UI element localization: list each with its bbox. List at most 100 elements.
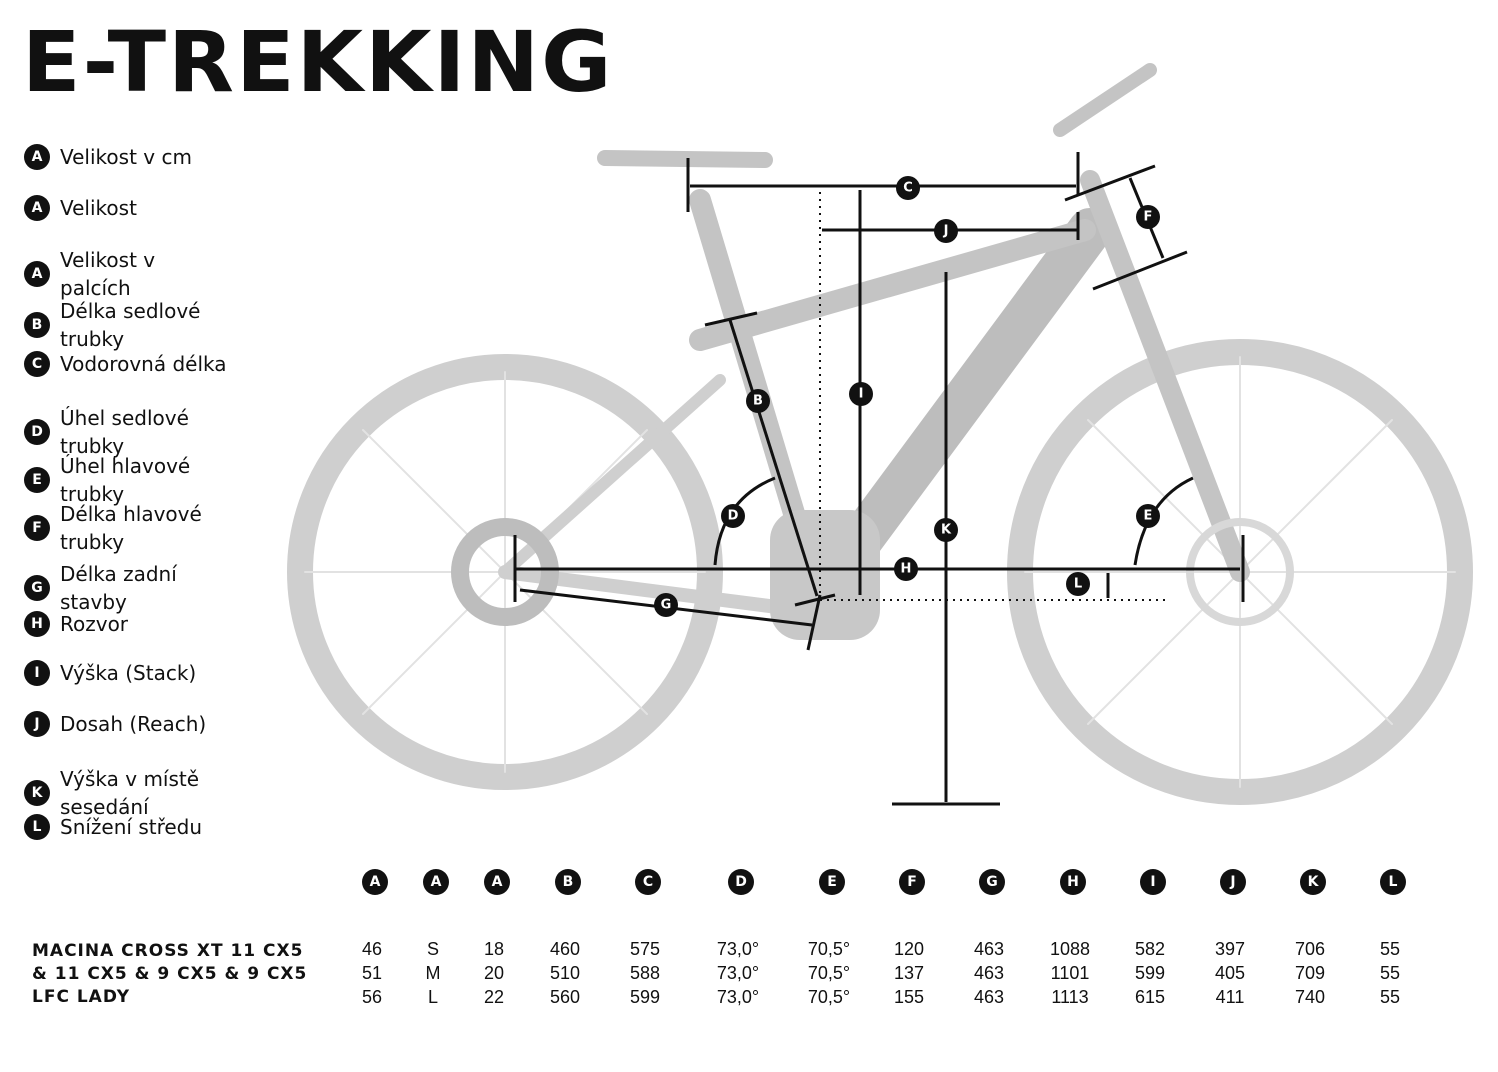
column-header: A <box>484 869 510 895</box>
svg-text:G: G <box>661 598 672 613</box>
letter-badge-icon: F <box>899 869 925 895</box>
letter-badge-icon: K <box>24 780 50 806</box>
table-cell: 709 <box>1294 963 1326 983</box>
letter-badge-icon: L <box>1380 869 1406 895</box>
legend-label: Velikost v palcích <box>60 248 156 300</box>
svg-text:I: I <box>859 387 864 402</box>
letter-badge-icon: K <box>1300 869 1326 895</box>
letter-badge-icon: I <box>24 660 50 686</box>
legend-label: Úhel sedlové trubky <box>60 406 189 458</box>
page-title: E-TREKKING <box>22 13 614 111</box>
legend-item: I Výška (Stack) <box>24 659 196 687</box>
table-cell: 599 <box>629 987 661 1007</box>
table-cell: 120 <box>893 939 925 959</box>
table-cell: 137 <box>893 963 925 983</box>
rear-wheel <box>287 354 723 790</box>
column-header: E <box>819 869 845 895</box>
legend-label: Délka sedlové trubky <box>60 299 201 351</box>
svg-text:J: J <box>943 224 949 239</box>
letter-badge-icon: C <box>24 351 50 377</box>
svg-text:D: D <box>728 509 739 524</box>
letter-badge-icon: H <box>24 611 50 637</box>
table-cell: 1101 <box>1050 963 1090 983</box>
marker-i: I <box>849 382 873 406</box>
top-tube <box>689 219 1096 351</box>
table-cell: 560 <box>549 987 581 1007</box>
bike-illustration <box>287 63 1473 805</box>
letter-badge-icon: A <box>484 869 510 895</box>
marker-l: L <box>1066 572 1090 596</box>
table-cell: 70,5° <box>807 987 851 1007</box>
marker-c: C <box>896 176 920 200</box>
table-cell: 55 <box>1379 987 1401 1007</box>
column-header: J <box>1220 869 1246 895</box>
letter-badge-icon: H <box>1060 869 1086 895</box>
table-cell: 740 <box>1294 987 1326 1007</box>
marker-k: K <box>934 518 958 542</box>
handlebar <box>1053 63 1157 137</box>
letter-badge-icon: J <box>1220 869 1246 895</box>
svg-text:L: L <box>1074 577 1082 592</box>
table-cell: 20 <box>483 963 505 983</box>
dimension-lines <box>513 152 1245 806</box>
svg-text:C: C <box>903 181 913 196</box>
legend-item: E Úhel hlavové trubky <box>24 452 230 508</box>
table-cell: 46 <box>361 939 383 959</box>
letter-badge-icon: A <box>24 195 50 221</box>
legend-label: Dosah (Reach) <box>60 712 207 736</box>
legend-label: Rozvor <box>60 612 129 636</box>
legend-item: F Délka hlavové trubky <box>24 500 230 556</box>
table-cell: 615 <box>1134 987 1166 1007</box>
table-cell: 51 <box>361 963 383 983</box>
marker-g: G <box>654 593 678 617</box>
table-cell: M <box>425 963 441 983</box>
table-cell: 73,0° <box>716 987 760 1007</box>
table-cell: 397 <box>1214 939 1246 959</box>
table-cell: 706 <box>1294 939 1326 959</box>
table-cell: 510 <box>549 963 581 983</box>
letter-badge-icon: A <box>362 869 388 895</box>
column-header: D <box>728 869 754 895</box>
column-header: C <box>635 869 661 895</box>
marker-b: B <box>746 389 770 413</box>
table-cell: 1088 <box>1049 939 1091 959</box>
legend-item: L Snížení středu <box>24 813 202 841</box>
marker-f: F <box>1136 205 1160 229</box>
table-cell: S <box>426 939 440 959</box>
table-cell: 582 <box>1134 939 1166 959</box>
svg-text:H: H <box>901 562 912 577</box>
column-header: K <box>1300 869 1326 895</box>
svg-text:B: B <box>753 394 763 409</box>
letter-badge-icon: G <box>24 575 50 601</box>
table-cell: 55 <box>1379 963 1401 983</box>
column-header: A <box>423 869 449 895</box>
legend-item: A Velikost v palcích <box>24 246 230 302</box>
front-wheel <box>1007 339 1473 805</box>
legend-label: Úhel hlavové trubky <box>60 454 191 506</box>
marker-j: J <box>934 219 958 243</box>
table-cell: 411 <box>1215 987 1245 1007</box>
table-cell: 73,0° <box>716 939 760 959</box>
legend-label: Délka zadní stavby <box>60 562 177 614</box>
letter-badge-icon: I <box>1140 869 1166 895</box>
svg-text:F: F <box>1144 210 1153 225</box>
letter-badge-icon: C <box>635 869 661 895</box>
marker-h: H <box>894 557 918 581</box>
table-cell: 599 <box>1134 963 1166 983</box>
legend-item: C Vodorovná délka <box>24 350 226 378</box>
model-name: MACINA CROSS XT 11 CX5 & 11 CX5 & 9 CX5 … <box>32 941 308 1007</box>
table-cell: 18 <box>483 939 505 959</box>
letter-badge-icon: B <box>555 869 581 895</box>
letter-badge-icon: D <box>728 869 754 895</box>
legend-item: K Výška v místě sesedání <box>24 765 230 821</box>
column-header: L <box>1380 869 1406 895</box>
letter-badge-icon: F <box>24 515 50 541</box>
table-cell: 575 <box>629 939 661 959</box>
legend-item: B Délka sedlové trubky <box>24 297 230 353</box>
legend-item: A Velikost v cm <box>24 143 192 171</box>
letter-badge-icon: G <box>979 869 1005 895</box>
table-cell: 70,5° <box>807 939 851 959</box>
table-cell: 463 <box>973 987 1005 1007</box>
table-cell: L <box>427 987 439 1007</box>
